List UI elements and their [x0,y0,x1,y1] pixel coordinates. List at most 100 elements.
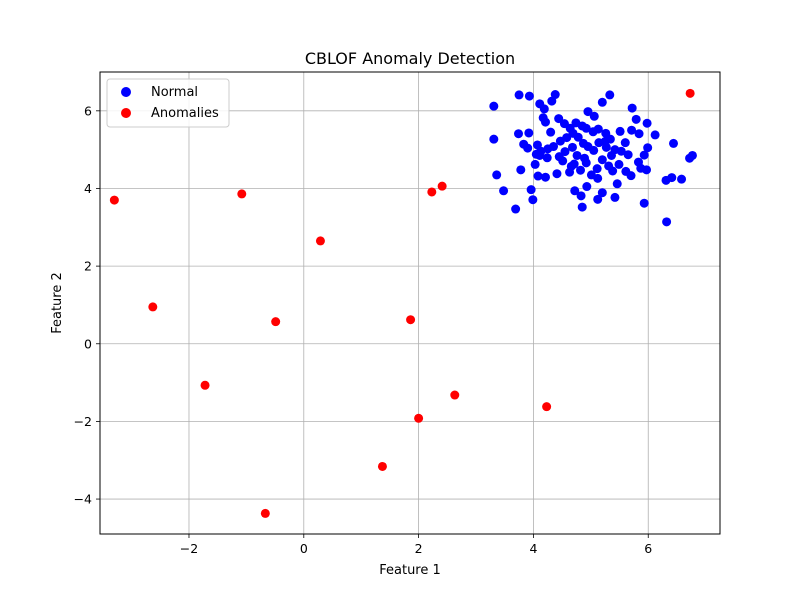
point-normal [576,165,585,175]
point-normal [547,96,557,106]
point-normal [531,149,541,159]
x-tick-label: 0 [300,541,308,556]
point-normal [616,146,626,156]
point-normal [631,114,641,124]
point-normal [612,179,622,189]
point-normal [514,129,523,139]
plot-frame [99,71,721,535]
point-normal [528,195,538,205]
point-normal [615,126,625,136]
point-normal [639,150,649,160]
point-normal [570,186,580,196]
point-normal [576,191,586,201]
point-anomalies [437,181,447,191]
point-normal [593,194,603,204]
point-anomalies [271,317,281,327]
point-normal [614,159,624,169]
point-normal [566,161,576,171]
point-normal [550,90,560,100]
point-anomalies [414,413,424,423]
point-normal [687,150,697,160]
point-normal [592,164,602,174]
point-normal [605,90,615,100]
point-normal [588,127,598,137]
point-normal [593,173,603,183]
y-tick-label: 0 [84,336,92,351]
point-normal [627,125,637,135]
point-normal [639,198,649,208]
point-anomalies [542,402,552,412]
point-normal [533,171,543,181]
point-normal [581,123,591,133]
y-tick-label: 4 [84,181,92,196]
point-normal [642,165,652,175]
y-tick-label: −4 [74,492,92,507]
point-normal [577,202,587,212]
point-normal [489,101,499,111]
point-anomalies [685,88,695,98]
point-normal [499,186,509,196]
point-normal [667,173,677,183]
point-normal [627,103,637,113]
point-normal [572,150,582,160]
point-normal [524,91,534,101]
point-normal [643,143,653,153]
point-normal [597,97,607,107]
point-normal [546,127,556,137]
point-normal [552,169,562,179]
x-axis-label: Feature 1 [379,563,441,578]
point-normal [623,150,633,160]
axis-ticks: −2 0 2 4 6 −4 −2 0 2 4 6 [74,103,653,556]
point-normal [542,153,552,163]
y-tick-label: 2 [84,259,92,274]
legend-marker-normal [121,87,131,97]
point-normal [516,165,526,175]
point-normal [492,170,502,180]
point-normal [597,155,607,165]
point-normal [567,142,577,152]
point-normal [583,107,593,117]
legend-label-anomalies: Anomalies [151,106,219,121]
x-tick-label: 2 [415,541,423,556]
y-tick-label: −2 [74,414,92,429]
point-normal [677,174,687,184]
y-axis-label: Feature 2 [50,272,65,334]
point-normal [650,130,660,140]
point-normal [626,171,636,181]
point-normal [555,136,565,146]
x-tick-label: 4 [529,541,537,556]
point-anomalies [237,189,247,199]
data-points [109,88,697,518]
point-anomalies [148,302,158,312]
point-normal [610,192,620,202]
point-normal [558,156,568,166]
point-normal [524,128,534,138]
point-normal [540,172,550,182]
point-anomalies [200,380,210,390]
point-normal [489,134,499,144]
point-anomalies [427,187,437,197]
point-normal [597,188,607,198]
point-anomalies [260,508,270,518]
x-tick-label: −2 [180,541,198,556]
point-normal [568,128,578,138]
point-normal [539,104,549,114]
point-normal [601,142,611,152]
point-normal [662,217,672,227]
point-normal [620,138,630,148]
x-tick-label: 6 [644,541,652,556]
point-anomalies [406,315,416,325]
point-normal [582,182,592,192]
chart-title: CBLOF Anomaly Detection [305,49,515,68]
point-normal [538,113,548,123]
point-normal [589,145,599,155]
point-normal [607,150,616,160]
point-normal [580,153,590,163]
legend: Normal Anomalies [106,78,230,128]
point-anomalies [450,390,460,400]
point-normal [514,90,524,100]
point-normal [560,147,570,157]
point-normal [608,166,618,176]
point-normal [526,185,536,195]
